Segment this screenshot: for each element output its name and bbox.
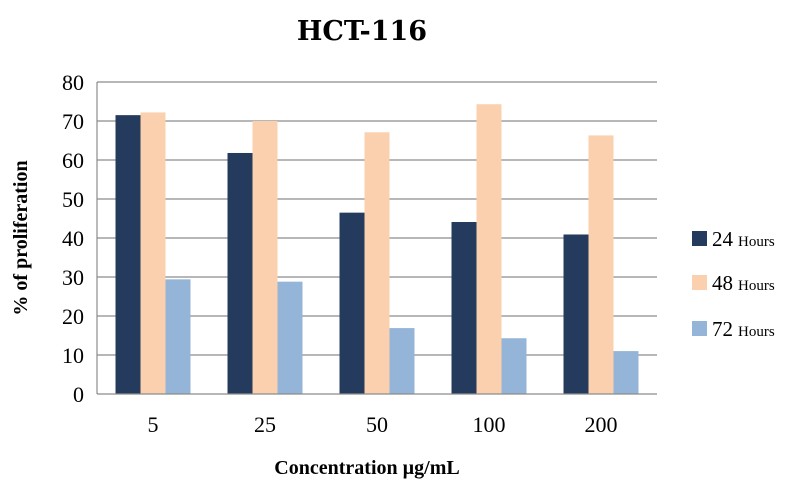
x-tick-labels: 5 25 50 100 200	[148, 412, 618, 437]
legend-item: 24 Hours	[692, 227, 775, 251]
bar	[277, 281, 303, 394]
x-tick-label: 100	[473, 412, 506, 437]
bar	[165, 279, 191, 394]
bar	[252, 121, 278, 394]
legend-item: 72 Hours	[692, 317, 775, 341]
legend-swatch	[692, 321, 707, 336]
y-tick-label: 80	[62, 70, 84, 95]
legend-value: 48	[712, 271, 733, 295]
bar	[227, 152, 253, 394]
bar	[588, 135, 614, 394]
bars	[115, 104, 639, 395]
bar	[501, 338, 527, 394]
x-axis-label: Concentration µg/mL	[274, 457, 459, 479]
bar	[563, 234, 589, 394]
chart-title: HCT-116	[297, 16, 427, 47]
y-tick-label: 20	[62, 304, 84, 329]
y-tick-label: 50	[62, 187, 84, 212]
y-tick-label: 40	[62, 226, 84, 251]
bar	[451, 222, 477, 394]
bar	[140, 112, 166, 395]
legend-label: 24 Hours	[712, 227, 775, 251]
x-tick-label: 50	[366, 412, 388, 437]
legend-label: 72 Hours	[712, 317, 775, 341]
y-tick-label: 70	[62, 109, 84, 134]
y-tick-label: 30	[62, 265, 84, 290]
x-tick-label: 200	[585, 412, 618, 437]
legend-label: 48 Hours	[712, 271, 775, 295]
x-tick-label: 5	[148, 412, 159, 437]
legend-value: 72	[712, 317, 733, 341]
legend-item: 48 Hours	[692, 271, 775, 295]
legend-swatch	[692, 275, 707, 290]
bar	[339, 212, 365, 394]
bar	[613, 351, 639, 394]
bar	[364, 132, 390, 394]
y-tick-label: 60	[62, 148, 84, 173]
y-axis-label: % of proliferation	[10, 160, 32, 315]
bar	[115, 115, 141, 395]
legend-value: 24	[712, 227, 734, 251]
legend-unit: Hours	[738, 324, 775, 340]
legend-unit: Hours	[738, 278, 775, 294]
y-tick-labels: 0 10 20 30 40 50 60 70 80	[62, 70, 84, 407]
legend-unit: Hours	[738, 234, 775, 250]
legend-swatch	[692, 231, 707, 246]
bar	[389, 328, 415, 394]
bar	[476, 104, 502, 394]
y-tick-label: 10	[62, 343, 84, 368]
y-tick-label: 0	[73, 382, 84, 407]
x-tick-label: 25	[254, 412, 276, 437]
